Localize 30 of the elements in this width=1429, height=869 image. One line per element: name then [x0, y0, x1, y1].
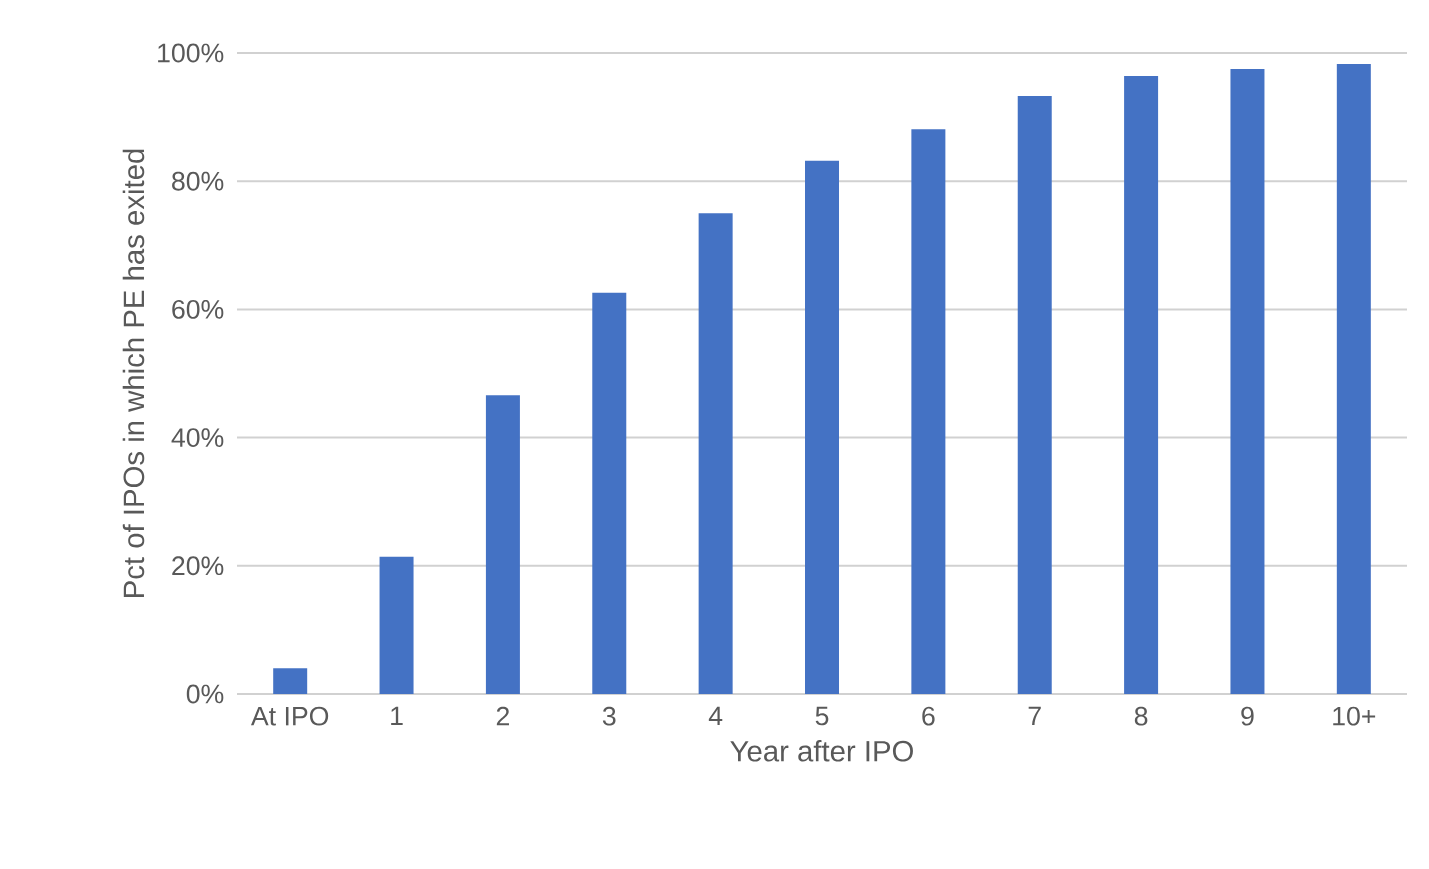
bar [273, 668, 308, 694]
y-tick-label: 80% [172, 171, 224, 191]
bar [592, 292, 627, 694]
x-tick-label: 1 [391, 706, 403, 726]
x-tick-label: 9 [1241, 706, 1254, 726]
bar [1230, 69, 1265, 694]
y-tick-label: 100% [158, 43, 224, 63]
bar [1336, 63, 1371, 694]
y-axis-title: Pct of IPOs in which PE has exited [122, 149, 145, 597]
bar [485, 395, 520, 694]
y-tick-label: 60% [172, 299, 224, 319]
x-tick-label: 10+ [1333, 706, 1376, 726]
y-tick-label: 0% [186, 684, 224, 704]
bar [1124, 76, 1159, 694]
x-tick-label: At IPO [250, 706, 329, 726]
bar [805, 160, 840, 694]
x-tick-label: 6 [922, 706, 935, 726]
bar [698, 213, 733, 694]
bar [911, 129, 946, 694]
x-tick-label: 2 [496, 706, 509, 726]
x-tick-label: 5 [815, 706, 829, 726]
bar [1017, 95, 1052, 694]
x-tick-label: 3 [602, 706, 616, 726]
y-tick-label: 20% [172, 556, 224, 576]
x-tick-label: 4 [708, 706, 723, 726]
bar [379, 556, 414, 694]
x-tick-label: 7 [1028, 706, 1041, 726]
y-tick-label: 40% [171, 428, 224, 448]
x-tick-label: 8 [1134, 706, 1148, 726]
x-axis-title: Year after IPO [730, 740, 913, 762]
